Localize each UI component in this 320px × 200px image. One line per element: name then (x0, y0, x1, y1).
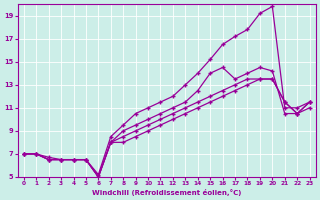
X-axis label: Windchill (Refroidissement éolien,°C): Windchill (Refroidissement éolien,°C) (92, 189, 241, 196)
